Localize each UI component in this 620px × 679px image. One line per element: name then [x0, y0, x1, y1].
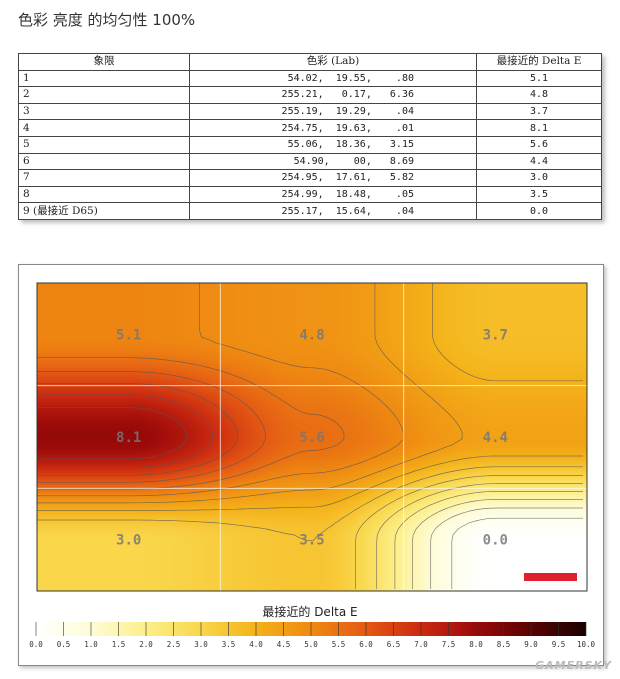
- colorbar-tick-label: 1.0: [84, 640, 98, 649]
- contour-line: [37, 466, 583, 542]
- cell-value-label: 4.4: [483, 430, 508, 446]
- heatmap-field: [37, 283, 587, 591]
- cell-value-label: 5.6: [299, 430, 324, 446]
- colorbar-tick-label: 3.0: [194, 640, 208, 649]
- table-header-row: 象限 色彩 (Lab) 最接近的 Delta E: [18, 53, 602, 71]
- colorbar-tick-label: 5.5: [332, 640, 346, 649]
- cell-value-label: 8.1: [116, 430, 141, 446]
- contour-line: [37, 407, 188, 460]
- contour-line: [376, 483, 583, 589]
- contour-line: [37, 371, 266, 483]
- quadrant-cell: 9 (最接近 D65): [18, 202, 190, 220]
- uniformity-table: 象限 色彩 (Lab) 最接近的 Delta E 1 54.02, 19.55, …: [18, 53, 602, 220]
- colorbar-tick-label: 7.0: [414, 640, 428, 649]
- cell-value-label: 3.5: [299, 533, 324, 549]
- colorbar-tick-label: 6.5: [387, 640, 401, 649]
- cell-value-label: 3.0: [116, 533, 141, 549]
- cell-value-label: 4.8: [299, 327, 324, 343]
- colorbar-tick-label: 3.5: [222, 640, 236, 649]
- table-row: 8 254.99, 18.48, .05 3.5: [18, 185, 602, 204]
- table-row: 9 (最接近 D65) 255.17, 15.64, .04 0.0: [18, 202, 602, 220]
- contour-line: [430, 507, 583, 589]
- contour-line: [37, 394, 214, 469]
- contour-line: [451, 517, 583, 589]
- colorbar-tick-label: 6.0: [359, 640, 373, 649]
- table-row: 5 55.06, 18.36, 3.15 5.6: [18, 135, 602, 154]
- contour-line: [355, 475, 583, 589]
- delta-e-cell: 0.0: [476, 202, 602, 220]
- contour-line: [394, 491, 583, 589]
- contour-line: [37, 383, 238, 476]
- colorbar-tick-label: 4.0: [249, 640, 263, 649]
- colorbar-tick-label: 2.5: [167, 640, 181, 649]
- colorbar-tick-label: 9.5: [552, 640, 566, 649]
- delta-e-cell: 3.0: [476, 169, 602, 187]
- colorbar-title: 最接近的 Delta E: [262, 604, 357, 619]
- colorbar-tick-label: 4.5: [277, 640, 291, 649]
- colorbar-tick-label: 0.5: [57, 640, 71, 649]
- cell-value-label: 5.1: [116, 327, 141, 343]
- contour-line: [412, 499, 583, 589]
- contour-line: [37, 283, 583, 511]
- cell-value-label: 3.7: [483, 327, 508, 343]
- colorbar-tick-label: 8.0: [469, 640, 483, 649]
- lab-cell: 255.17, 15.64, .04: [189, 202, 477, 220]
- table-row: 4 254.75, 19.63, .01 8.1: [18, 119, 602, 137]
- colorbar-tick-label: 2.0: [139, 640, 153, 649]
- colorbar-tick-label: 10.0: [577, 640, 596, 649]
- colorbar-tick-label: 5.0: [304, 640, 318, 649]
- contour-line: [37, 283, 463, 504]
- table-row: 1 54.02, 19.55, .80 5.1: [18, 69, 602, 88]
- colorbar-tick-label: 9.0: [524, 640, 538, 649]
- colorbar-tick-label: 0.0: [29, 640, 43, 649]
- watermark: GAMERSKY: [535, 659, 612, 672]
- colorbar-tick-label: 8.5: [497, 640, 511, 649]
- lab-cell: 55.06, 18.36, 3.15: [189, 135, 477, 154]
- colorbar-tick-label: 7.5: [442, 640, 456, 649]
- plot-border: [36, 282, 588, 592]
- page-title: 色彩 亮度 的均匀性 100%: [18, 11, 196, 29]
- table-row: 6 54.90, 00, 8.69 4.4: [18, 152, 602, 171]
- cell-value-label: 0.0: [483, 533, 508, 549]
- d65-marker: [524, 573, 577, 581]
- header-delta-e: 最接近的 Delta E: [476, 53, 602, 71]
- colorbar-tick-label: 1.5: [112, 640, 126, 649]
